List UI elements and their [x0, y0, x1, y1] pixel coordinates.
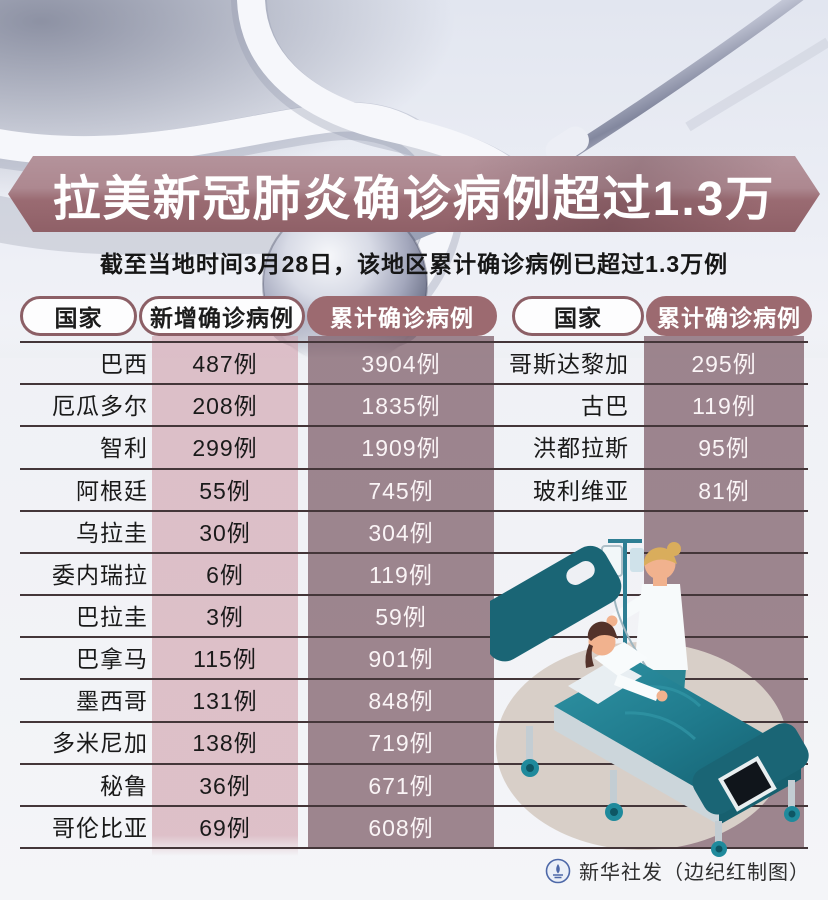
table-row: 哥伦比亚 69例 608例	[20, 805, 500, 847]
country-name: 巴西	[100, 351, 148, 378]
total-cases-value: 59例	[375, 604, 427, 631]
table-row: 玻利维亚 81例	[495, 467, 810, 509]
title-banner: 拉美新冠肺炎确诊病例超过1.3万	[8, 156, 820, 232]
country-name: 玻利维亚	[533, 477, 629, 504]
total-cases-value: 119例	[692, 393, 756, 420]
country-name: 古巴	[581, 393, 629, 420]
row-divider	[20, 467, 808, 470]
total-cases-value: 1909例	[361, 435, 441, 462]
header-new-cases: 新增确诊病例	[139, 296, 305, 336]
header-country-right: 国家	[512, 296, 644, 336]
country-name: 阿根廷	[76, 477, 148, 504]
row-divider	[20, 341, 808, 343]
country-name: 厄瓜多尔	[52, 393, 148, 420]
total-cases-value: 608例	[368, 814, 434, 841]
total-cases-value: 671例	[368, 772, 434, 799]
country-name: 巴拉圭	[76, 604, 148, 631]
new-cases-value: 55例	[199, 477, 251, 504]
table-row: 墨西哥 131例 848例	[20, 678, 500, 720]
new-cases-value: 3例	[206, 604, 244, 631]
header-total-cases-right: 累计确诊病例	[646, 296, 812, 336]
total-cases-value: 848例	[368, 688, 434, 715]
table-row: 厄瓜多尔 208例 1835例	[20, 383, 500, 425]
right-table: 哥斯达黎加 295例古巴 119例洪都拉斯 95例玻利维亚 81例	[495, 341, 810, 510]
row-divider	[20, 636, 808, 639]
table-row: 秘鲁 36例 671例	[20, 763, 500, 805]
country-name: 墨西哥	[76, 688, 148, 715]
country-name: 巴拿马	[76, 646, 148, 673]
total-cases-value: 95例	[698, 435, 750, 462]
table-row: 委内瑞拉 6例 119例	[20, 552, 500, 594]
total-cases-value: 304例	[368, 519, 434, 546]
total-cases-value: 719例	[368, 730, 434, 757]
row-divider	[20, 804, 808, 807]
row-divider	[20, 509, 808, 512]
country-name: 委内瑞拉	[52, 561, 148, 588]
total-cases-value: 81例	[698, 477, 750, 504]
header-total-cases-left: 累计确诊病例	[307, 296, 497, 336]
total-cases-value: 295例	[691, 351, 757, 378]
new-cases-value: 36例	[199, 772, 251, 799]
header-country-left: 国家	[20, 296, 137, 336]
new-cases-value: 487例	[192, 351, 258, 378]
new-cases-value: 30例	[199, 519, 251, 546]
row-divider	[20, 720, 808, 723]
table-row: 巴拉圭 3例 59例	[20, 594, 500, 636]
new-cases-value: 138例	[192, 730, 258, 757]
total-cases-value: 745例	[368, 477, 434, 504]
table-row: 古巴 119例	[495, 383, 810, 425]
row-divider	[20, 762, 808, 765]
total-cases-value: 1835例	[361, 393, 441, 420]
table-row: 洪都拉斯 95例	[495, 425, 810, 467]
new-cases-value: 131例	[192, 688, 258, 715]
table-row: 哥斯达黎加 295例	[495, 341, 810, 383]
country-name: 多米尼加	[52, 730, 148, 757]
new-cases-value: 69例	[199, 814, 251, 841]
table-row: 巴西 487例 3904例	[20, 341, 500, 383]
new-cases-value: 6例	[206, 561, 244, 588]
country-name: 哥伦比亚	[52, 814, 148, 841]
total-cases-value: 901例	[368, 646, 434, 673]
hospital-bed-illustration	[490, 539, 809, 857]
bed	[490, 545, 809, 857]
credit-text: 新华社发（边纪红制图）	[579, 862, 810, 884]
page-title: 拉美新冠肺炎确诊病例超过1.3万	[52, 173, 776, 226]
table-row: 乌拉圭 30例 304例	[20, 510, 500, 552]
table-row: 巴拿马 115例 901例	[20, 636, 500, 678]
row-divider	[20, 425, 808, 428]
total-cases-column-band-left	[308, 336, 494, 847]
left-table: 巴西 487例 3904例厄瓜多尔 208例 1835例智利 299例 1909例阿根廷 55…	[20, 341, 500, 847]
new-cases-value: 299例	[192, 435, 258, 462]
row-divider	[20, 847, 808, 850]
country-name: 乌拉圭	[76, 519, 148, 546]
table-row: 阿根廷 55例 745例	[20, 467, 500, 509]
country-name: 智利	[100, 435, 148, 462]
subtitle: 截至当地时间3月28日，该地区累计确诊病例已超过1.3万例	[99, 251, 729, 277]
row-divider	[20, 383, 808, 386]
xinhua-logo-icon	[545, 858, 571, 883]
country-name: 洪都拉斯	[533, 435, 629, 462]
row-divider	[20, 678, 808, 681]
total-cases-value: 119例	[369, 561, 433, 588]
new-cases-value: 208例	[192, 393, 258, 420]
country-name: 哥斯达黎加	[509, 351, 629, 378]
credit-line: 新华社发（边纪红制图）	[545, 856, 810, 885]
banner-shade	[8, 156, 820, 232]
row-divider	[20, 551, 808, 554]
total-cases-value: 3904例	[361, 351, 441, 378]
new-cases-value: 115例	[193, 646, 257, 673]
country-name: 秘鲁	[100, 772, 148, 799]
table-row: 智利 299例 1909例	[20, 425, 500, 467]
table-row: 多米尼加 138例 719例	[20, 720, 500, 762]
row-divider	[20, 594, 808, 597]
